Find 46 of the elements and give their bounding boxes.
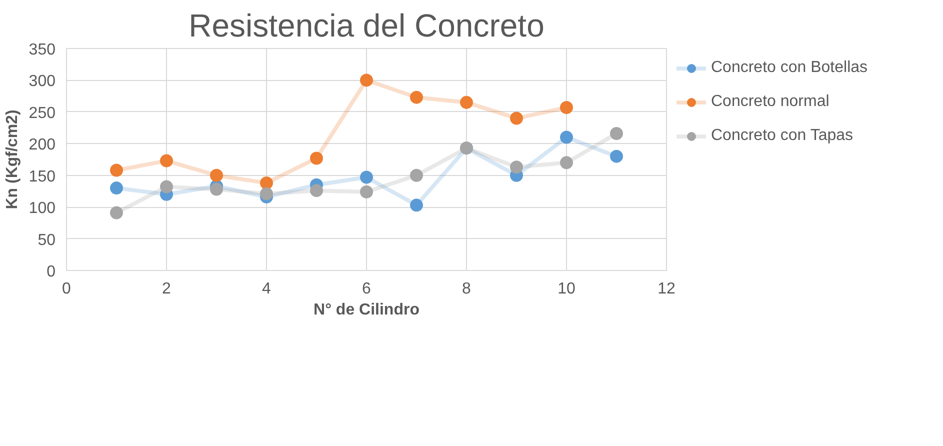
point [260,176,273,190]
point [110,182,123,195]
x-tick-label: 8 [462,280,472,298]
point [210,168,223,182]
point [560,101,573,114]
y-tick-label: 200 [28,136,56,154]
legend-label: Concreto normal [711,92,830,112]
x-tick-label: 0 [62,280,72,298]
y-tick-label: 350 [28,42,56,58]
point [310,152,323,165]
point [510,160,523,174]
point [110,206,123,220]
point [260,187,273,200]
x-tick-label: 2 [162,280,172,298]
point [610,127,623,140]
y-tick-label: 0 [46,264,56,280]
point [560,156,573,170]
y-tick-label: 100 [28,200,56,218]
y-tick-label: 150 [28,168,56,186]
x-tick-label: 4 [262,280,272,298]
x-tick-label: 12 [658,280,676,298]
x-axis-title: N° de Cilindro [314,302,420,318]
legend-label: Concreto con Tapas [711,126,854,146]
y-tick-label: 250 [28,104,56,122]
point [410,90,423,104]
point [310,184,323,198]
point [410,198,423,212]
point [110,164,123,177]
point [460,96,473,109]
y-tick-label: 300 [28,73,56,90]
point [160,154,173,168]
point [360,74,373,87]
x-tick-label: 10 [558,280,576,298]
x-tick-label: 6 [362,280,372,298]
point [610,150,623,163]
point [160,180,173,194]
point [510,112,523,125]
point [210,182,223,196]
y-tick-label: 50 [38,232,56,249]
legend-label: Concreto con Botellas [711,58,868,78]
point [360,185,373,198]
point [410,168,423,182]
point [560,130,573,144]
point [360,170,373,184]
chart-title: Resistencia del Concreto [188,8,544,44]
y-axis-title: Kn (Kgf/cm2) [4,110,21,210]
